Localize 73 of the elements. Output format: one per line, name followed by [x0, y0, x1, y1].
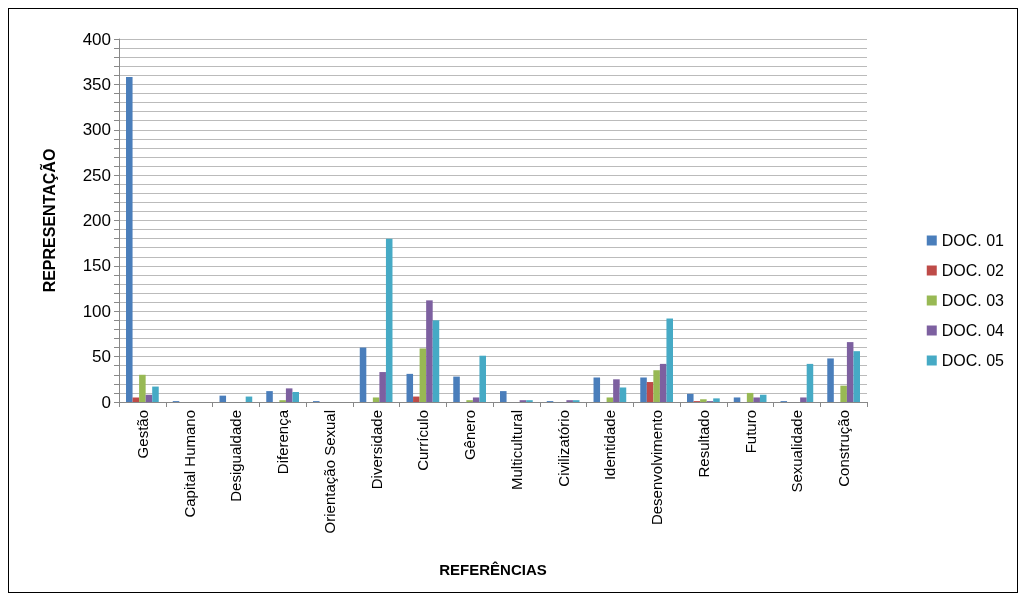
x-tick-label: Civilizatório [554, 410, 572, 487]
x-tick-label: Futuro [741, 410, 759, 454]
x-tick-label: Gênero [461, 410, 479, 461]
bar [359, 347, 367, 402]
y-tick-label: 150 [82, 256, 111, 276]
bar [687, 393, 694, 402]
x-tick-label: Currículo [414, 410, 432, 471]
x-tick-label: Construção [835, 410, 853, 487]
bar [406, 373, 414, 402]
y-tick-label: 200 [82, 211, 111, 230]
bar [659, 363, 667, 402]
bar [746, 392, 754, 402]
y-tick-label: 350 [82, 74, 111, 94]
bar [593, 377, 601, 402]
legend-label: DOC. 01 [941, 232, 1005, 249]
bar [285, 388, 293, 402]
x-tick-label: Sexualidade [788, 410, 806, 493]
bar [419, 348, 427, 402]
bar [666, 318, 673, 402]
bar [432, 320, 440, 402]
x-tick-label: Identidade [601, 410, 619, 481]
bar [646, 382, 654, 402]
bar [846, 342, 854, 402]
bar [266, 391, 273, 402]
x-tick-label: Capital Humano [180, 410, 198, 518]
legend-label: DOC. 04 [941, 322, 1005, 339]
bar [453, 376, 460, 402]
bar [479, 355, 486, 402]
x-axis-title: REFERÊNCIAS [439, 561, 547, 578]
bar [500, 391, 507, 402]
bar [413, 396, 420, 402]
bar [426, 300, 433, 402]
bar [152, 386, 159, 402]
bar [733, 397, 741, 402]
y-axis-title: REPRESENTAÇÃO [38, 148, 58, 293]
y-tick-label: 100 [82, 301, 111, 321]
y-tick-label: 250 [82, 165, 111, 185]
y-tick-label: 50 [92, 347, 111, 367]
bar [853, 351, 860, 402]
bar [800, 397, 807, 402]
bar [126, 77, 133, 402]
bar [713, 398, 720, 402]
legend-label: DOC. 05 [941, 352, 1005, 369]
legend-label: DOC. 03 [941, 292, 1005, 309]
bar [372, 397, 380, 402]
bar [653, 370, 660, 402]
bar [472, 397, 480, 402]
x-tick-label: Diferença [274, 409, 292, 475]
legend-label: DOC. 02 [941, 262, 1005, 279]
bar [613, 379, 620, 402]
x-tick-label: Orientação Sexual [320, 410, 338, 534]
x-tick-label: Desigualdade [227, 410, 245, 502]
y-tick-label: 300 [82, 120, 111, 140]
bar [640, 377, 647, 402]
bar [700, 399, 707, 402]
x-tick-label: Desenvolvimento [648, 410, 666, 526]
x-tick-label: Resultado [694, 410, 712, 478]
bar [385, 238, 393, 402]
bar [139, 374, 146, 402]
bar [132, 397, 140, 402]
bar [840, 385, 847, 402]
bar [606, 397, 614, 402]
bar [379, 372, 386, 402]
x-tick-label: Gestão [133, 410, 151, 459]
bar [806, 363, 814, 402]
bar [619, 387, 627, 402]
x-tick-label: Diversidade [367, 410, 385, 490]
y-tick-label: 400 [82, 29, 111, 49]
x-tick-label: Multicultural [507, 410, 525, 491]
bar [753, 397, 760, 402]
bar [292, 392, 299, 402]
bar [827, 358, 834, 402]
y-tick-label: 0 [101, 392, 111, 412]
